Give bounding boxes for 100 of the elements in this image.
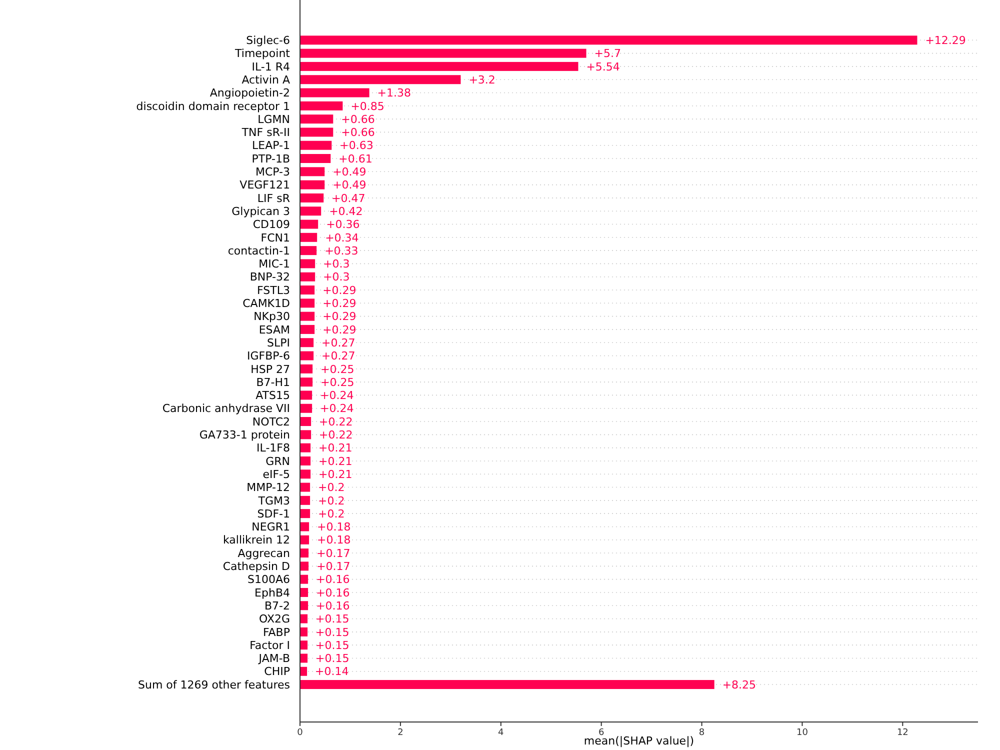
bar [300,75,461,84]
bar [300,232,318,242]
y-tick-label: PTP-1B [252,152,290,166]
data-label: +0.18 [317,520,351,534]
y-tick-label: GA733-1 protein [199,428,290,442]
y-tick-label: Angiopoietin-2 [210,86,290,100]
bar [300,456,311,466]
y-tick-label: S100A6 [247,573,290,586]
x-tick-label: 2 [398,728,404,738]
data-label: +0.21 [318,468,352,481]
x-tick-label: 12 [896,728,908,738]
bar [300,535,310,544]
data-label: +0.42 [329,204,363,218]
bar [300,654,308,663]
data-label: +0.15 [316,626,350,639]
data-label: +0.66 [341,112,375,126]
data-label: +0.25 [320,362,354,376]
data-label: +0.2 [318,481,345,494]
x-tick-label: 8 [698,728,705,738]
data-label: +0.3 [323,258,350,271]
y-tick-label: B7-H1 [256,376,290,389]
bar [300,496,310,505]
y-tick-label: FABP [262,626,290,639]
data-label: +0.15 [316,612,350,626]
y-tick-label: Cathepsin D [222,560,290,574]
data-label: +3.2 [468,73,496,86]
bar [300,666,308,676]
bar [300,259,316,268]
data-label: +0.47 [332,192,366,205]
bar [300,378,313,387]
y-tick-label: ATS15 [256,389,290,402]
y-tick-label: JAM-B [258,652,290,666]
y-tick-label: Carbonic anhydrase VII [162,402,290,416]
data-label: +0.15 [316,638,350,652]
data-label: +0.27 [322,350,356,363]
data-label: +0.16 [316,573,350,586]
bar [300,206,322,216]
y-tick-label: FCN1 [260,231,290,244]
bar [300,36,918,45]
y-tick-label: Timepoint [234,47,291,60]
y-tick-label: IL-1F8 [256,442,290,455]
data-label: +1.38 [377,86,412,100]
bar [300,167,325,176]
y-tick-label: MMP-12 [246,481,290,494]
bar [300,62,578,71]
data-label: +0.63 [340,139,374,152]
y-tick-label: VEGF121 [240,178,290,192]
data-label: +0.29 [322,310,356,324]
bar [300,470,311,479]
data-label: +0.33 [324,244,358,258]
bar [300,417,312,426]
y-tick-label: FSTL3 [257,284,290,297]
bar [300,128,334,137]
data-label: +0.85 [350,100,384,113]
y-tick-label: CAMK1D [242,297,290,310]
bar [300,324,315,334]
bar [300,88,370,98]
bar [300,390,312,400]
bar [300,443,311,452]
data-label: +0.29 [322,297,356,310]
bar [300,220,318,229]
bar [300,614,308,624]
y-tick-label: SDF-1 [257,507,290,520]
bar [300,482,310,492]
bar [300,627,308,636]
y-tick-label: eIF-5 [262,468,290,481]
bar [300,588,308,597]
y-tick-label: EphB4 [254,586,290,600]
y-tick-label: NOTC2 [252,415,290,428]
y-tick-label: TNF sR-II [240,126,290,140]
data-label: +0.22 [319,415,353,428]
bar [300,272,316,282]
bar [300,522,310,532]
data-label: +0.21 [318,454,352,468]
data-label: +0.15 [316,652,350,666]
data-label: +5.54 [586,60,620,74]
x-tick-label: 0 [297,728,304,738]
bar [300,101,343,110]
bar [300,430,312,440]
bar [300,640,308,650]
data-label: +0.21 [318,442,352,455]
bar [300,404,312,413]
bar [300,364,313,374]
data-label: +5.7 [594,47,621,60]
data-label: +0.3 [323,270,350,284]
x-tick-label: 10 [796,728,808,738]
y-tick-label: CD109 [252,218,290,232]
data-label: +0.17 [316,560,350,574]
bar [300,351,314,360]
bar [300,140,332,150]
y-tick-label: IL-1 R4 [252,60,290,74]
bar [300,509,310,518]
y-tick-label: SLPI [267,336,290,350]
y-tick-label: kallikrein 12 [222,534,290,547]
data-label: +0.14 [315,665,349,678]
bar [300,548,309,558]
bar [300,680,714,690]
x-tick-label: 4 [498,728,504,738]
bar [300,154,331,164]
bar [300,574,308,584]
